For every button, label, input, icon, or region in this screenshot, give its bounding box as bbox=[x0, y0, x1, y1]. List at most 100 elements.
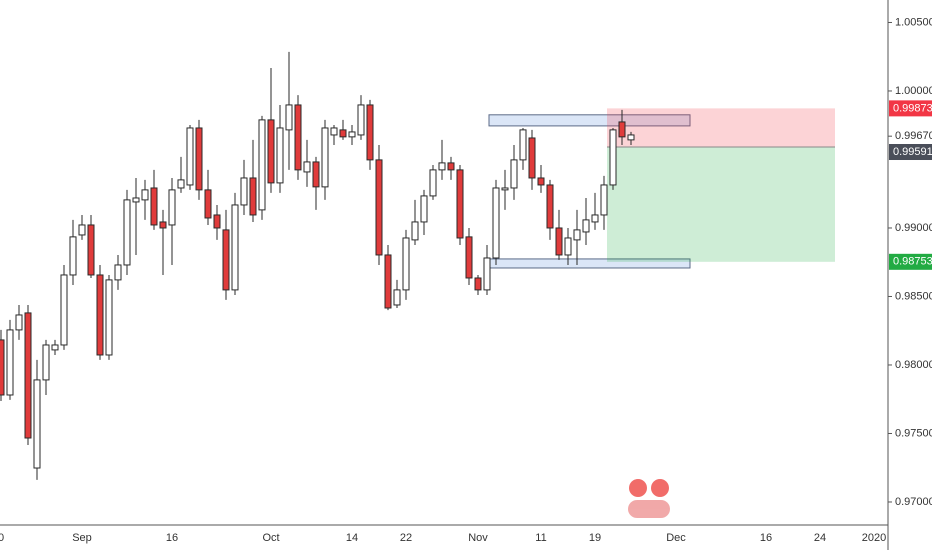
candle-body bbox=[564, 237, 572, 256]
candle-body bbox=[609, 129, 617, 186]
x-tick-label: 2020 bbox=[862, 532, 886, 544]
candle-body bbox=[429, 169, 437, 197]
candle-body bbox=[393, 289, 401, 306]
candle-body bbox=[510, 159, 518, 189]
candle-body bbox=[87, 224, 95, 276]
candle-body bbox=[240, 177, 248, 206]
candle-body bbox=[195, 127, 203, 191]
candle-body bbox=[6, 329, 14, 396]
y-tick-label: 0.98500 bbox=[895, 290, 932, 302]
candle-body bbox=[483, 257, 491, 291]
candle-body bbox=[276, 127, 284, 184]
zone bbox=[488, 114, 691, 127]
target-zone bbox=[607, 147, 835, 262]
candle-body bbox=[258, 119, 266, 211]
candle-body bbox=[447, 162, 455, 171]
y-tick-label: 0.98000 bbox=[895, 359, 932, 371]
candle-body bbox=[303, 161, 311, 173]
candle-body bbox=[105, 279, 113, 356]
price-label-bg bbox=[889, 100, 932, 117]
candle-body bbox=[438, 162, 446, 171]
candle-body bbox=[492, 187, 500, 259]
candle-body bbox=[60, 274, 68, 346]
candle-body bbox=[78, 224, 86, 236]
candle-body bbox=[321, 127, 329, 188]
y-tick-label: 1.00500 bbox=[895, 16, 932, 28]
candle-body bbox=[618, 121, 626, 138]
x-tick-label: 19 bbox=[589, 532, 601, 544]
candle-body bbox=[222, 229, 230, 291]
x-tick-label: 16 bbox=[166, 532, 178, 544]
watermark-icon bbox=[628, 479, 670, 518]
candle-body bbox=[501, 187, 509, 191]
candle-body bbox=[312, 161, 320, 188]
candle-body bbox=[168, 189, 176, 226]
candle-body bbox=[96, 274, 104, 356]
candle-body bbox=[186, 127, 194, 186]
candle-body bbox=[249, 177, 257, 216]
candle-body bbox=[348, 131, 356, 138]
candle-body bbox=[285, 104, 293, 131]
candle-body bbox=[339, 129, 347, 138]
candle-body bbox=[204, 189, 212, 219]
candle-body bbox=[402, 237, 410, 291]
candle-body bbox=[123, 199, 131, 266]
candle-body bbox=[132, 197, 140, 203]
candle-body bbox=[546, 184, 554, 229]
y-tick-label: 0.97000 bbox=[895, 496, 932, 508]
candle-body bbox=[141, 189, 149, 201]
y-tick-label: 1.00000 bbox=[895, 85, 932, 97]
y-tick-label: 0.99000 bbox=[895, 222, 932, 234]
x-tick-label: Sep bbox=[72, 532, 92, 544]
candle-body bbox=[267, 119, 275, 184]
candle-body bbox=[420, 195, 428, 223]
price-label: 0.99591 bbox=[893, 146, 932, 158]
candle-body bbox=[69, 236, 77, 276]
candle-body bbox=[528, 137, 536, 179]
candle-body bbox=[366, 104, 374, 161]
candle-body bbox=[465, 236, 473, 279]
candle-body bbox=[627, 134, 635, 141]
candle-body bbox=[357, 104, 365, 136]
x-tick-label: 16 bbox=[760, 532, 772, 544]
candle-body bbox=[411, 221, 419, 241]
candle-body bbox=[231, 204, 239, 291]
candle-body bbox=[51, 344, 59, 351]
candle-body bbox=[330, 127, 338, 136]
candle-body bbox=[591, 214, 599, 223]
candle-body bbox=[24, 312, 32, 439]
x-tick-label: Dec bbox=[666, 532, 686, 544]
price-label: 0.98753 bbox=[893, 256, 932, 268]
candle-body bbox=[159, 221, 167, 229]
candle-body bbox=[114, 264, 122, 281]
candle-body bbox=[33, 379, 41, 469]
price-label: 0.99873 bbox=[893, 102, 932, 114]
candle-body bbox=[519, 129, 527, 161]
y-tick-label: 0.97500 bbox=[895, 427, 932, 439]
price-label-bg bbox=[889, 253, 932, 270]
x-tick-label: 24 bbox=[814, 532, 826, 544]
candle-body bbox=[537, 177, 545, 186]
x-tick-label: 14 bbox=[346, 532, 358, 544]
x-tick-label: 22 bbox=[400, 532, 412, 544]
candle-body bbox=[213, 214, 221, 229]
candle-body bbox=[384, 254, 392, 309]
candle-body bbox=[0, 339, 5, 396]
candle-body bbox=[42, 344, 50, 381]
candle-body bbox=[600, 184, 608, 216]
candle-body bbox=[573, 229, 581, 241]
x-tick-label: Oct bbox=[262, 532, 279, 544]
candle-body bbox=[555, 227, 563, 256]
x-tick-label: 11 bbox=[535, 532, 546, 544]
x-tick-label: 0 bbox=[0, 532, 4, 544]
price-label-bg bbox=[889, 144, 932, 161]
candle-body bbox=[150, 187, 158, 226]
candle-body bbox=[456, 169, 464, 239]
candle-body bbox=[582, 219, 590, 233]
candle-body bbox=[375, 159, 383, 256]
candle-body bbox=[474, 277, 482, 291]
x-tick-label: Nov bbox=[468, 532, 488, 544]
candle-body bbox=[15, 314, 23, 331]
